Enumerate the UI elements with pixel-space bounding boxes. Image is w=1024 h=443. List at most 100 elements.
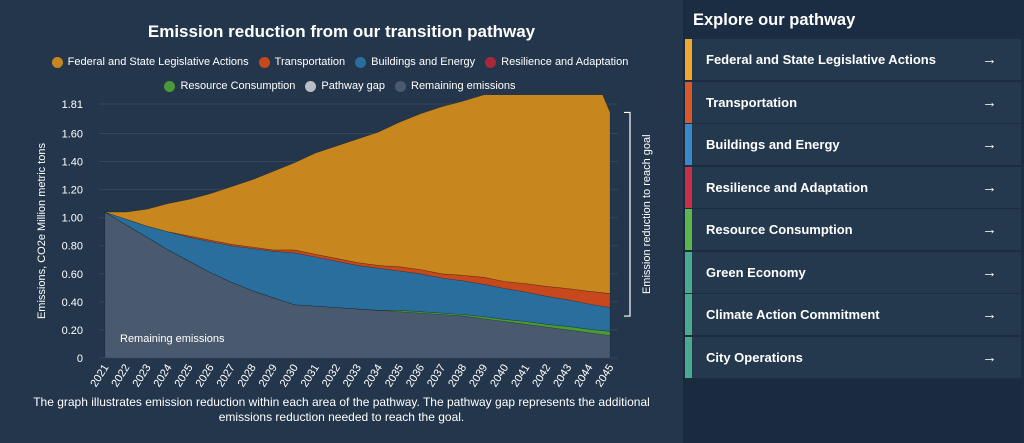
nav-item-label: Buildings and Energy (706, 137, 840, 152)
x-tick-label: 2033 (341, 362, 364, 389)
nav-item[interactable]: Buildings and Energy → (685, 124, 1021, 165)
x-tick-label: 2024 (152, 362, 175, 389)
nav-item-label: Resource Consumption (706, 222, 853, 237)
y-tick-label: 1.81 (62, 99, 83, 111)
area-series[interactable] (104, 95, 611, 294)
legend-swatch (51, 56, 63, 68)
x-tick-label: 2028 (236, 362, 259, 389)
legend-item[interactable]: Federal and State Legislative Actions (51, 56, 249, 68)
legend-item[interactable]: Pathway gap (305, 80, 385, 92)
y-tick-label: 0.80 (62, 241, 83, 253)
nav-item[interactable]: Transportation → (685, 81, 1021, 123)
nav-item-label: Resilience and Adaptation (706, 179, 869, 195)
nav-item[interactable]: Federal and State Legislative Actions → (685, 39, 1021, 80)
nav-item[interactable]: Climate Action Commitment → (685, 294, 1021, 335)
arrow-right-icon[interactable]: → (982, 263, 997, 281)
x-tick-label: 2034 (362, 362, 385, 389)
legend-label: Resource Consumption (180, 80, 296, 92)
x-tick-label: 2031 (299, 362, 322, 389)
y-tick-label: 0 (77, 353, 83, 365)
arrow-right-icon[interactable]: → (982, 306, 997, 323)
x-tick-label: 2026 (194, 362, 217, 389)
legend-label: Buildings and Energy (371, 56, 476, 68)
y-tick-label: 1.20 (62, 185, 83, 197)
arrow-right-icon[interactable]: → (982, 93, 997, 111)
arrow-right-icon[interactable]: → (982, 348, 997, 366)
y-tick-label: 1.40 (62, 157, 83, 169)
legend-swatch (395, 80, 406, 92)
nav-color-bar (685, 166, 692, 208)
x-tick-label: 2029 (257, 362, 280, 389)
legend-label: Remaining emissions (411, 80, 516, 92)
x-tick-label: 2037 (425, 362, 448, 389)
nav-item[interactable]: Resource Consumption → (685, 209, 1021, 250)
legend-swatch (485, 56, 497, 68)
legend-label: Resilience and Adaptation (501, 56, 629, 68)
y-tick-label: 0.60 (62, 269, 83, 281)
arrow-right-icon[interactable]: → (982, 136, 997, 153)
x-tick-label: 2039 (467, 362, 490, 389)
nav-color-bar (685, 294, 692, 335)
nav-item-label: Climate Action Commitment (706, 307, 880, 322)
legend-swatch (164, 80, 176, 92)
legend-item[interactable]: Resource Consumption (164, 80, 295, 92)
x-tick-label: 2036 (404, 362, 427, 389)
area-series[interactable] (104, 211, 611, 359)
nav-item-label: Transportation (706, 94, 798, 110)
y-tick-label: 1.00 (62, 213, 83, 225)
x-tick-label: 2032 (320, 362, 343, 389)
legend-swatch (355, 56, 367, 68)
arrow-right-icon[interactable]: → (982, 221, 997, 238)
legend-label: Federal and State Legislative Actions (67, 56, 249, 68)
nav-item-label: Green Economy (706, 264, 806, 280)
remaining-emissions-label: Remaining emissions (120, 333, 225, 345)
x-tick-label: 2043 (551, 362, 574, 389)
chart-legend: Federal and State Legislative Actions Tra… (10, 56, 670, 92)
x-tick-label: 2038 (446, 362, 469, 389)
sidebar-empty-area (685, 380, 1021, 443)
nav-item[interactable]: Green Economy → (685, 251, 1021, 293)
sidebar-title: Explore our pathway (693, 11, 856, 29)
x-tick-label: 2042 (530, 362, 553, 389)
x-tick-label: 2044 (572, 362, 595, 389)
x-tick-label: 2022 (109, 362, 132, 389)
pathway-nav-list: Federal and State Legislative Actions → Tr… (685, 39, 1021, 379)
y-tick-label: 1.60 (62, 128, 83, 140)
legend-label: Transportation (274, 56, 346, 68)
legend-item[interactable]: Transportation (258, 56, 346, 68)
x-tick-label: 2023 (130, 362, 153, 389)
legend-item[interactable]: Buildings and Energy (355, 56, 475, 68)
chart-title: Emission reduction from our transition p… (147, 22, 536, 41)
y-tick-label: 0.20 (62, 325, 83, 337)
goal-annotation: Emission reduction to reach goal (641, 134, 653, 294)
legend-swatch (305, 80, 317, 92)
nav-item-label: Federal and State Legislative Actions (706, 52, 936, 67)
nav-item[interactable]: Resilience and Adaptation → (685, 166, 1021, 208)
x-tick-label: 2030 (278, 362, 301, 389)
x-tick-label: 2040 (488, 362, 511, 389)
y-axis-title: Emissions, CO2e Million metric tons (36, 142, 48, 319)
legend-swatch (258, 56, 270, 68)
nav-color-bar (685, 81, 692, 123)
y-tick-label: 0.40 (62, 297, 83, 309)
legend-item[interactable]: Resilience and Adaptation (485, 56, 628, 68)
chart-caption: The graph illustrates emission reduction… (33, 395, 650, 424)
nav-color-bar (685, 124, 692, 165)
nav-item[interactable]: City Operations → (685, 336, 1021, 378)
nav-item-label: City Operations (706, 349, 803, 365)
goal-bracket (624, 111, 631, 317)
arrow-right-icon[interactable]: → (982, 178, 997, 196)
x-tick-label: 2041 (509, 362, 532, 389)
nav-color-bar (685, 251, 692, 293)
legend-label: Pathway gap (321, 80, 385, 92)
x-tick-label: 2027 (215, 362, 238, 389)
x-tick-label: 2045 (593, 362, 616, 389)
explore-sidebar: Explore our pathway Federal and State Le… (685, 0, 1024, 443)
x-tick-label: 2025 (173, 362, 196, 389)
arrow-right-icon[interactable]: → (982, 51, 997, 68)
nav-color-bar (685, 209, 692, 250)
nav-color-bar (685, 39, 692, 80)
legend-item[interactable]: Remaining emissions (395, 80, 516, 92)
chart-panel: Emission reduction from our transition p… (0, 0, 683, 443)
nav-color-bar (685, 336, 692, 378)
